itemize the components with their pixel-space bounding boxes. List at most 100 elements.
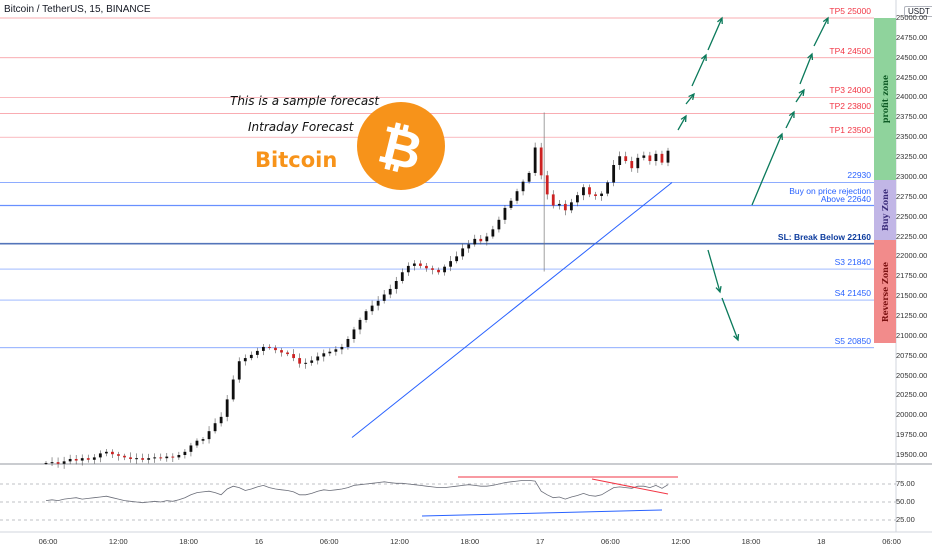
level-label: Above 22640 <box>820 193 871 204</box>
reverse-zone <box>874 240 896 343</box>
forecast-arrow-up <box>785 111 795 129</box>
trendline <box>351 182 673 438</box>
price-tick-label: 24250.00 <box>896 72 928 82</box>
candle-body <box>177 455 181 458</box>
price-tick-label: 24000.00 <box>896 92 928 102</box>
level-label: S3 21840 <box>834 257 871 268</box>
price-tick-label: 22500.00 <box>896 211 928 221</box>
candle-body <box>117 454 120 456</box>
level-label: TP4 24500 <box>829 45 871 56</box>
time-tick-label: 12:00 <box>671 537 691 546</box>
price-tick-label: 23500.00 <box>896 132 928 142</box>
bitcoin-title: Bitcoin <box>255 148 338 172</box>
price-tick-label: 22000.00 <box>896 251 928 261</box>
forecast-arrow-up-head <box>788 110 795 119</box>
currency-selector[interactable]: USDT <box>904 6 932 17</box>
time-tick-label: 12:00 <box>390 537 409 546</box>
price-tick-label: 23000.00 <box>896 171 928 181</box>
candle-body <box>68 458 72 462</box>
candle-body <box>406 265 410 273</box>
candle-body <box>618 156 622 165</box>
candle-body <box>569 202 573 211</box>
level-label: S4 21450 <box>834 288 871 299</box>
level-label: TP2 23800 <box>829 101 871 112</box>
candle-body <box>473 238 477 245</box>
candle-body <box>491 229 495 237</box>
candle-body <box>62 461 66 464</box>
profit-zone <box>874 18 896 180</box>
candle-body <box>165 456 169 459</box>
candle-body <box>358 319 362 330</box>
candle-body <box>213 423 217 432</box>
forecast-arrow-down <box>707 249 721 293</box>
candle-body <box>443 266 446 273</box>
symbol-title: Bitcoin / TetherUS, 15, BINANCE <box>4 4 151 15</box>
forecast-arrow-up <box>813 17 829 47</box>
candle-body <box>467 244 471 249</box>
candle-body <box>437 269 440 273</box>
forecast-arrow-up-head <box>700 53 707 62</box>
candle-body <box>563 203 567 211</box>
forecast-arrow-up <box>795 89 805 103</box>
candle-body <box>328 351 332 354</box>
candle-body <box>461 248 465 257</box>
time-tick-label: 06:00 <box>601 537 620 546</box>
price-tick-label: 20000.00 <box>896 410 928 420</box>
price-tick-label: 21500.00 <box>896 291 928 301</box>
candle-body <box>195 440 199 446</box>
rsi-tick-label: 25.00 <box>896 515 915 524</box>
candle-body <box>485 236 489 242</box>
level-label: S5 20850 <box>834 335 871 346</box>
forecast-arrow-up <box>799 53 813 85</box>
candle-body <box>334 349 338 352</box>
candle-body <box>111 451 114 455</box>
candle-body <box>322 353 326 357</box>
candle-body <box>364 311 368 320</box>
forecast-arrow-down <box>721 297 739 341</box>
forecast-arrow-down-head <box>733 333 740 342</box>
candle-body <box>455 256 459 262</box>
rsi-support-line <box>421 509 663 517</box>
candle-body <box>545 175 549 195</box>
candle-body <box>153 457 157 459</box>
level-label: Buy on price rejection <box>789 186 871 197</box>
candle-body <box>539 147 543 176</box>
candle-body <box>497 219 501 230</box>
price-tick-label: 19750.00 <box>896 430 928 440</box>
candle-body <box>594 194 597 196</box>
candle-body <box>431 268 434 270</box>
candle-body <box>243 358 247 362</box>
candle-body <box>286 352 289 355</box>
forecast-arrow-down-head <box>715 285 722 294</box>
candle-body <box>159 457 163 459</box>
level-label: TP5 25000 <box>829 6 871 16</box>
forecast-arrow-up-head <box>717 16 723 25</box>
candle-body <box>606 182 610 194</box>
forecast-arrow-up <box>685 93 695 105</box>
candle-body <box>129 457 132 459</box>
candle-body <box>642 155 646 158</box>
forecast-arrow-up <box>707 17 723 51</box>
candle-body <box>612 164 616 183</box>
candle-body <box>219 416 223 424</box>
forecast-subtitle: Intraday Forecast <box>248 120 354 134</box>
forecast-arrow-up <box>691 54 707 87</box>
price-tick-label: 23250.00 <box>896 152 928 162</box>
candle-body <box>56 462 60 464</box>
time-tick-label: 17 <box>535 537 545 546</box>
price-tick-label: 21000.00 <box>896 330 928 340</box>
price-tick-label: 20750.00 <box>896 350 928 360</box>
candle-body <box>292 354 295 359</box>
candle-body <box>316 356 320 361</box>
candle-body <box>654 153 658 162</box>
candle-body <box>237 361 241 380</box>
candle-body <box>92 457 96 460</box>
candle-body <box>636 157 640 169</box>
forecast-arrow-up <box>751 133 783 206</box>
candle-body <box>274 347 277 351</box>
candle-body <box>400 272 404 281</box>
forecast-arrow-up-head <box>680 114 687 123</box>
candle-body <box>104 451 108 454</box>
candle-body <box>503 207 507 220</box>
price-tick-label: 22750.00 <box>896 191 928 201</box>
